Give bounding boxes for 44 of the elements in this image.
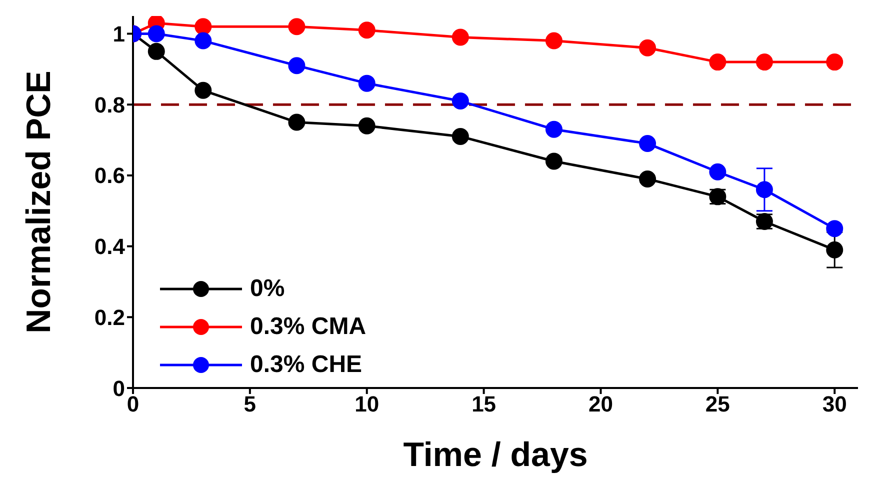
point: [826, 54, 844, 71]
point: [545, 152, 562, 170]
point: [545, 32, 562, 50]
point: [452, 92, 469, 110]
point: [639, 39, 656, 56]
point: [709, 54, 726, 71]
x-axis-title: Time / days: [403, 436, 588, 474]
point: [288, 114, 306, 131]
point: [756, 54, 773, 71]
x-tick-label: 10: [354, 392, 380, 417]
point: [194, 82, 212, 99]
y-axis-title: Normalized PCE: [20, 70, 58, 334]
legend-label: 0.3% CHE: [250, 351, 362, 379]
x-tick-label: 20: [588, 392, 613, 417]
point: [639, 135, 656, 152]
point: [288, 57, 306, 74]
y-tick-label: 0.8: [94, 92, 125, 118]
point: [194, 32, 212, 50]
legend-label: 0%: [250, 275, 285, 303]
point: [452, 128, 469, 145]
point: [826, 220, 844, 238]
point: [148, 42, 165, 60]
point: [194, 18, 212, 36]
x-tick-label: 30: [822, 392, 847, 417]
x-tick-label: 15: [472, 392, 496, 417]
point: [358, 117, 376, 134]
point: [639, 170, 656, 188]
y-tick-label: 0: [112, 376, 125, 401]
y-tick-label: 0.6: [94, 163, 125, 188]
x-tick-label: 5: [244, 392, 256, 417]
legend-label: 0.3% CMA: [250, 313, 366, 341]
y-tick-label: 0.2: [94, 304, 125, 330]
point: [545, 120, 562, 138]
y-tick-label: 1: [112, 22, 125, 47]
point: [709, 163, 726, 180]
point: [452, 28, 469, 46]
point: [148, 25, 165, 42]
y-tick-label: 0.4: [94, 234, 126, 260]
point: [826, 241, 844, 258]
point: [358, 22, 376, 39]
x-tick-label: 25: [705, 392, 730, 417]
point: [756, 181, 773, 198]
point: [358, 74, 376, 92]
point: [288, 18, 306, 36]
